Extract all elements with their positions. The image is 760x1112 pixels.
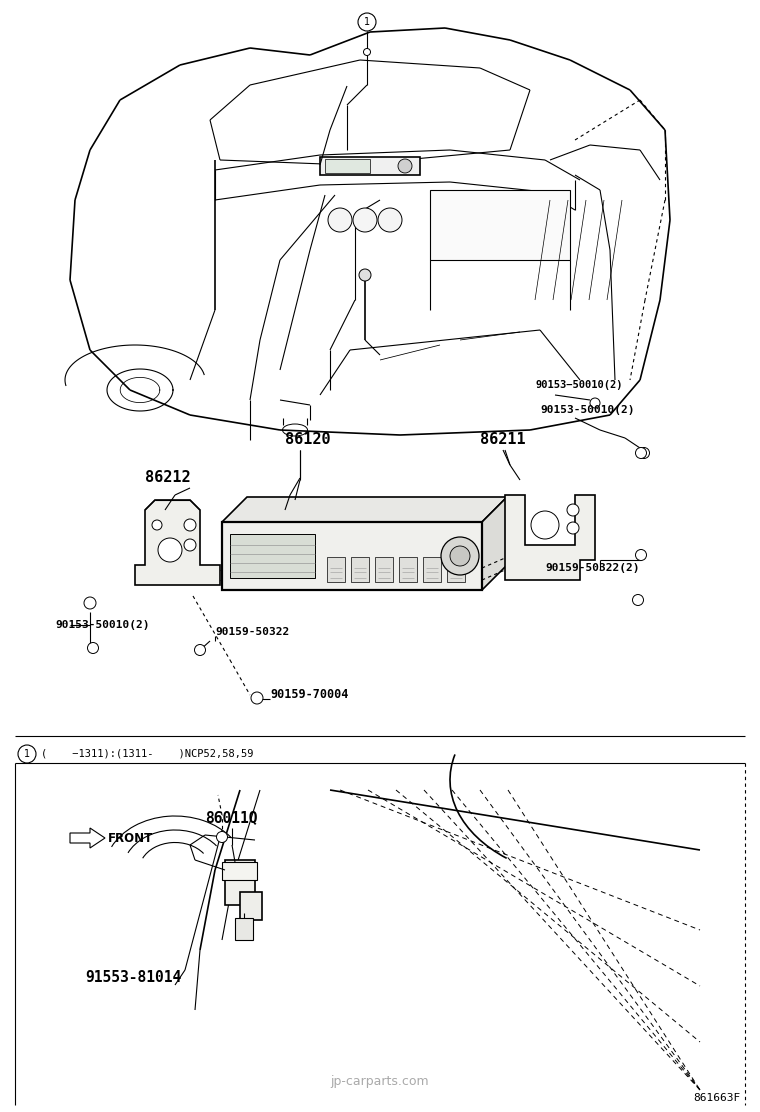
Circle shape — [158, 538, 182, 562]
Circle shape — [84, 597, 96, 609]
Text: 86212: 86212 — [145, 470, 191, 486]
Circle shape — [638, 447, 650, 458]
Text: 90159-50322: 90159-50322 — [215, 627, 290, 637]
Circle shape — [358, 13, 376, 31]
Circle shape — [635, 447, 647, 458]
Circle shape — [217, 832, 227, 843]
Circle shape — [378, 208, 402, 232]
Text: 86011Q: 86011Q — [205, 811, 258, 825]
Text: 90159-70004: 90159-70004 — [270, 688, 348, 702]
Circle shape — [531, 512, 559, 539]
Circle shape — [635, 549, 647, 560]
Text: 91553-81014: 91553-81014 — [85, 971, 181, 985]
Circle shape — [398, 159, 412, 173]
Circle shape — [632, 595, 644, 606]
Bar — [327, 557, 345, 582]
Circle shape — [567, 522, 579, 534]
Text: 90153-50010(2): 90153-50010(2) — [55, 620, 150, 631]
Text: FRONT: FRONT — [108, 832, 154, 844]
Polygon shape — [505, 495, 595, 580]
Text: 90153−50010(2): 90153−50010(2) — [535, 380, 622, 390]
Text: jp-carparts.com: jp-carparts.com — [331, 1075, 429, 1089]
Circle shape — [359, 269, 371, 281]
Text: 86211: 86211 — [480, 433, 526, 447]
Circle shape — [195, 645, 205, 655]
Text: 86120: 86120 — [285, 433, 331, 447]
Circle shape — [152, 520, 162, 530]
Circle shape — [590, 398, 600, 408]
Text: 861663F: 861663F — [693, 1093, 740, 1103]
Bar — [325, 159, 370, 173]
Circle shape — [328, 208, 352, 232]
Bar — [235, 919, 253, 940]
Circle shape — [184, 539, 196, 552]
Bar — [375, 557, 393, 582]
Bar — [399, 557, 417, 582]
Polygon shape — [482, 497, 507, 590]
Text: 90159-50322(2): 90159-50322(2) — [545, 563, 639, 573]
Circle shape — [567, 504, 579, 516]
Polygon shape — [222, 497, 507, 522]
Text: (    −1311):(1311-    )NCP52,58,59: ( −1311):(1311- )NCP52,58,59 — [41, 749, 254, 759]
Circle shape — [353, 208, 377, 232]
Bar — [222, 862, 257, 880]
Bar — [225, 860, 255, 905]
Circle shape — [251, 692, 263, 704]
Text: 1: 1 — [364, 17, 370, 27]
Circle shape — [18, 745, 36, 763]
Polygon shape — [135, 500, 220, 585]
Bar — [351, 557, 369, 582]
Circle shape — [184, 519, 196, 532]
Circle shape — [450, 546, 470, 566]
Circle shape — [441, 537, 479, 575]
Bar — [222, 522, 482, 590]
Bar — [430, 190, 570, 260]
Bar — [320, 157, 420, 175]
Polygon shape — [70, 828, 105, 848]
Text: 90153-50010(2): 90153-50010(2) — [540, 405, 635, 415]
Bar — [423, 557, 441, 582]
Circle shape — [87, 643, 99, 654]
Text: 1: 1 — [24, 749, 30, 759]
Circle shape — [363, 49, 371, 56]
Bar — [447, 557, 465, 582]
Bar — [240, 892, 262, 920]
Ellipse shape — [283, 424, 308, 436]
Bar — [230, 534, 315, 578]
